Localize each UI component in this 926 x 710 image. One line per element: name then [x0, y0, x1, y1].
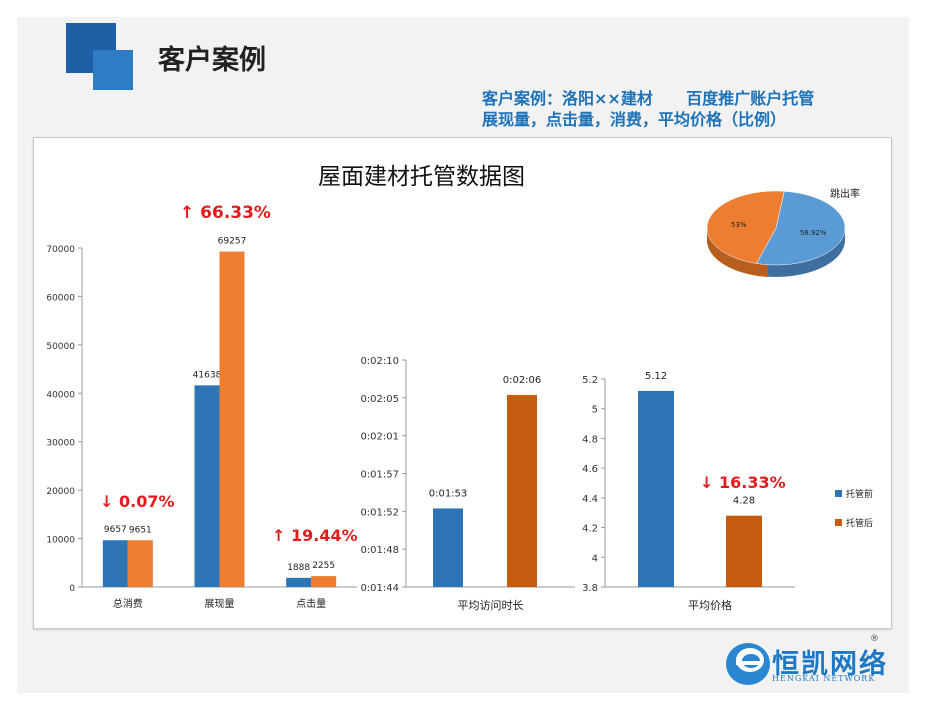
chart2-category-label: 平均访问时长	[458, 599, 524, 612]
chart1-data-label: 9657	[104, 525, 127, 535]
chart1-bar-after	[311, 576, 337, 587]
chart1-change-annotation: ↓ 0.07%	[100, 492, 174, 511]
chart1-ytick-label: 60000	[46, 293, 75, 303]
chart3-ytick-label: 4.4	[582, 494, 598, 505]
chart1-bar-after	[219, 251, 245, 587]
chart1-ytick-label: 0	[69, 584, 75, 594]
chart1-bar-after	[127, 540, 153, 587]
page-title: 客户案例	[158, 45, 266, 76]
chart3-ytick-label: 5.2	[582, 375, 598, 386]
chart1-data-label: 2255	[312, 561, 335, 571]
hengkai-logo-icon	[726, 643, 770, 685]
chart1-ytick-label: 30000	[46, 439, 75, 449]
legend-swatch-after	[835, 519, 842, 526]
chart2-bar-before	[433, 508, 463, 587]
chart1-ytick-label: 50000	[46, 342, 75, 352]
chart2-ytick-label: 0:02:01	[360, 432, 399, 443]
chart1-category-label: 展现量	[205, 598, 235, 610]
chart1-ytick-label: 70000	[46, 245, 75, 255]
title-decoration-square-front	[93, 50, 133, 90]
chart1-data-label: 9651	[129, 525, 152, 535]
chart1-data-label: 1888	[287, 563, 310, 573]
registered-mark: ®	[870, 634, 879, 644]
chart2-ytick-label: 0:01:48	[360, 545, 399, 556]
chart2-data-label: 0:01:53	[429, 488, 468, 499]
chart1-bar-before	[194, 385, 220, 587]
legend-label-before: 托管前	[846, 488, 873, 500]
chart3-data-label: 5.12	[645, 371, 667, 382]
chart2-bar-after	[507, 394, 537, 587]
chart1-bar-before	[286, 577, 312, 587]
chart3-ytick-label: 4	[592, 553, 598, 564]
chart3-ytick-label: 3.8	[582, 583, 598, 594]
chart2-ytick-label: 0:01:57	[360, 470, 399, 481]
chart3-ytick-label: 5	[592, 405, 598, 416]
pie-slice-label: 58.92%	[800, 229, 827, 237]
chart1-ytick-label: 20000	[46, 487, 75, 497]
chart1-data-label: 69257	[218, 237, 247, 247]
chart1-category-label: 总消费	[113, 597, 143, 610]
chart3-data-label: 4.28	[733, 496, 755, 507]
pie-slice-0	[756, 191, 846, 266]
chart2-ytick-label: 0:01:44	[360, 583, 399, 594]
chart3-ytick-label: 4.8	[582, 434, 598, 445]
pie-depth-side-orange	[706, 228, 768, 277]
chart1-category-label: 点击量	[296, 598, 326, 610]
pie-slice-label: 53%	[731, 221, 747, 229]
chart3-ytick-label: 4.2	[582, 524, 598, 535]
chart3-bar-after	[726, 515, 762, 587]
chart3-change-annotation: ↓ 16.33%	[700, 473, 786, 492]
case-subtitle: 客户案例：洛阳××建材 百度推广账户托管 展现量，点击量，消费，平均价格（比例）	[482, 88, 814, 130]
subtitle-line-2: 展现量，点击量，消费，平均价格（比例）	[482, 110, 787, 129]
chart1-ytick-label: 10000	[46, 536, 75, 546]
chart1-change-annotation: ↑ 66.33%	[180, 203, 271, 223]
chart3-category-label: 平均价格	[688, 598, 732, 612]
pie-slice-1	[706, 190, 785, 264]
chart2-ytick-label: 0:02:05	[360, 394, 399, 405]
logo-name: 恒凯网络	[772, 649, 888, 680]
chart1-data-label: 41638	[193, 370, 222, 380]
pie-legend-title: 跳出率	[830, 187, 860, 200]
chart2-data-label: 0:02:06	[503, 375, 542, 386]
logo-subtext: HENGKAI NETWORK	[772, 674, 876, 683]
chart2-ytick-label: 0:02:10	[360, 356, 399, 367]
chart-title: 屋面建材托管数据图	[318, 164, 525, 190]
chart2-ytick-label: 0:01:52	[360, 507, 399, 518]
subtitle-line-1: 客户案例：洛阳××建材 百度推广账户托管	[482, 89, 815, 108]
legend-label-after: 托管后	[846, 517, 873, 529]
legend-swatch-before	[835, 490, 842, 497]
chart1-ytick-label: 40000	[46, 390, 75, 400]
chart3-ytick-label: 4.6	[582, 464, 598, 475]
chart3-bar-before	[638, 390, 674, 587]
chart1-change-annotation: ↑ 19.44%	[272, 526, 358, 545]
chart1-bar-before	[102, 540, 128, 587]
